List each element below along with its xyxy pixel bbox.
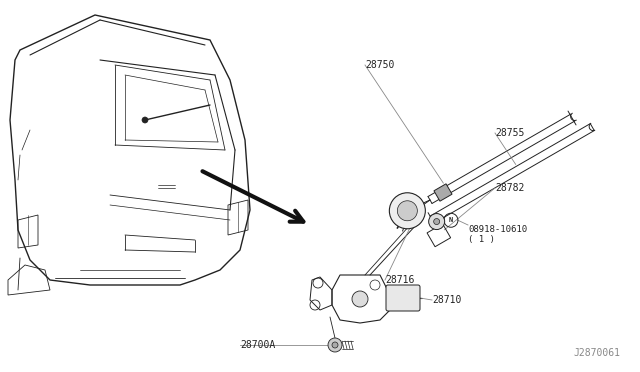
- Circle shape: [389, 193, 426, 229]
- Text: N: N: [449, 217, 453, 223]
- Circle shape: [328, 338, 342, 352]
- Circle shape: [332, 342, 338, 348]
- Circle shape: [142, 117, 148, 123]
- Polygon shape: [434, 184, 452, 201]
- Text: 28700A: 28700A: [240, 340, 275, 350]
- Polygon shape: [431, 228, 447, 242]
- Circle shape: [434, 219, 440, 225]
- Text: 28750: 28750: [365, 60, 394, 70]
- Text: 28710: 28710: [432, 295, 461, 305]
- Text: J2870061: J2870061: [573, 348, 620, 358]
- Text: 28755: 28755: [495, 128, 524, 138]
- Circle shape: [429, 214, 445, 230]
- FancyBboxPatch shape: [386, 285, 420, 311]
- Text: 28716: 28716: [385, 275, 414, 285]
- Circle shape: [352, 291, 368, 307]
- Text: 08918-10610
( 1 ): 08918-10610 ( 1 ): [468, 225, 527, 244]
- Text: 28782: 28782: [495, 183, 524, 193]
- Circle shape: [397, 201, 417, 221]
